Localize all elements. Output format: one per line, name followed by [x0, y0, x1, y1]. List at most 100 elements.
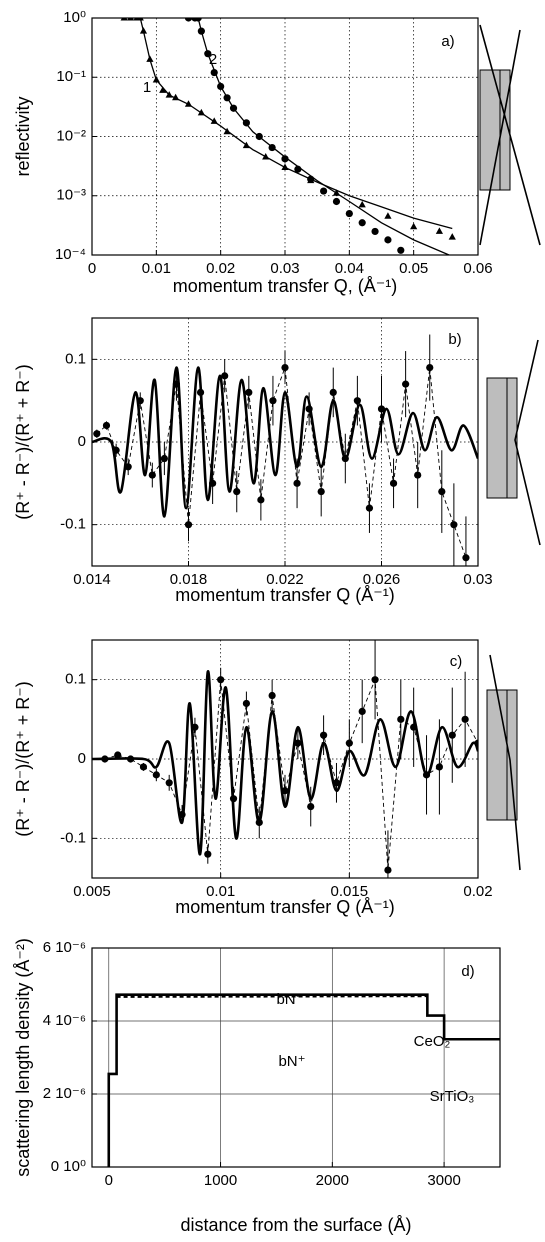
y-tick-label: 0 10⁰	[51, 1158, 86, 1175]
data-point	[139, 763, 148, 771]
x-tick-label: 0	[105, 1172, 113, 1189]
data-point	[341, 454, 349, 463]
data-point	[268, 691, 276, 700]
x-tick-label: 0.015	[331, 883, 369, 900]
x-tick-label: 0.03	[463, 571, 492, 588]
series-line	[116, 995, 428, 998]
data-point	[414, 471, 422, 479]
data-point	[184, 521, 193, 529]
data-point	[410, 222, 418, 230]
annotation: bN⁺	[278, 1053, 305, 1070]
data-point	[114, 751, 122, 759]
data-point	[384, 212, 392, 219]
data-point	[358, 707, 366, 716]
annotation: SrTiO₃	[430, 1088, 475, 1105]
data-point	[120, 18, 128, 21]
data-point	[448, 731, 456, 739]
x-axis-label: momentum transfer Q, (Å⁻¹)	[173, 276, 398, 296]
x-tick-label: 2000	[316, 1172, 349, 1189]
y-axis-label: reflectivity	[13, 96, 33, 176]
series-line	[104, 679, 478, 871]
data-point	[196, 388, 205, 396]
data-point	[371, 227, 379, 236]
data-point	[184, 18, 193, 22]
schematic-c	[486, 654, 521, 871]
data-point	[152, 771, 160, 779]
y-tick-label: 2 10⁻⁶	[43, 1085, 86, 1102]
layer	[486, 689, 508, 821]
data-point	[269, 397, 277, 405]
y-tick-label: 10⁻⁴	[55, 246, 86, 263]
y-axis-label: (R⁺ - R⁻)/(R⁺ + R⁻)	[13, 364, 33, 520]
x-tick-label: 0.02	[463, 883, 492, 900]
data-point	[332, 197, 341, 206]
data-point	[165, 779, 173, 787]
data-point	[209, 479, 217, 487]
data-point	[450, 521, 458, 529]
data-point	[93, 430, 101, 438]
data-point	[281, 787, 289, 795]
x-axis-label: momentum transfer Q (Å⁻¹)	[175, 585, 395, 605]
schematic-b	[486, 339, 541, 546]
data-point	[191, 723, 199, 731]
y-tick-label: 0	[78, 750, 86, 767]
y-tick-label: 0.1	[65, 671, 86, 688]
series-line	[92, 366, 478, 518]
data-point	[136, 397, 144, 405]
data-point	[221, 372, 229, 380]
plot-frame	[91, 317, 479, 567]
series-line	[107, 993, 500, 1167]
data-point	[101, 755, 109, 763]
data-point	[329, 388, 337, 396]
annotation: 1	[143, 79, 151, 96]
data-point	[358, 200, 366, 208]
data-point	[172, 380, 181, 388]
data-point	[345, 209, 353, 218]
data-point	[281, 155, 289, 163]
x-tick-label: 0.005	[73, 883, 111, 900]
x-tick-label: 0.018	[170, 571, 208, 588]
data-point	[422, 771, 431, 779]
x-tick-label: 0	[88, 260, 96, 277]
x-axis-label: distance from the surface (Å)	[180, 1215, 411, 1235]
data-point	[204, 850, 212, 858]
annotation: CeO₂	[414, 1033, 451, 1050]
y-tick-label: 0.1	[65, 350, 86, 367]
x-tick-label: 1000	[204, 1172, 237, 1189]
data-point	[371, 676, 379, 684]
data-point	[320, 731, 328, 739]
y-tick-label: 0	[78, 433, 86, 450]
annotation: d)	[461, 963, 474, 980]
data-point	[160, 454, 168, 463]
data-point	[281, 364, 289, 372]
data-point	[461, 715, 469, 723]
plot-frame	[91, 639, 479, 879]
data-point	[397, 246, 405, 254]
data-point	[384, 866, 392, 874]
data-point	[112, 446, 120, 454]
x-tick-label: 3000	[427, 1172, 460, 1189]
data-point	[242, 699, 250, 708]
layer	[499, 69, 511, 191]
data-point	[320, 187, 328, 195]
plot-frame	[91, 17, 479, 256]
beam	[489, 654, 521, 871]
data-point	[377, 405, 386, 413]
data-point	[389, 479, 398, 487]
data-point	[307, 803, 315, 811]
data-point	[305, 405, 313, 413]
beam	[479, 24, 541, 246]
data-point	[233, 488, 241, 496]
y-tick-label: 10⁻³	[56, 187, 86, 204]
layer	[486, 377, 508, 499]
schematic-a	[479, 24, 541, 246]
annotation: bN⁻	[276, 991, 303, 1008]
y-tick-label: 6 10⁻⁶	[43, 939, 86, 956]
y-axis-label: scattering length density (Å⁻²)	[13, 938, 33, 1177]
data-point	[255, 818, 263, 827]
data-point	[257, 496, 265, 504]
data-point	[474, 739, 478, 747]
data-point	[448, 233, 456, 240]
plot-area	[120, 18, 456, 255]
